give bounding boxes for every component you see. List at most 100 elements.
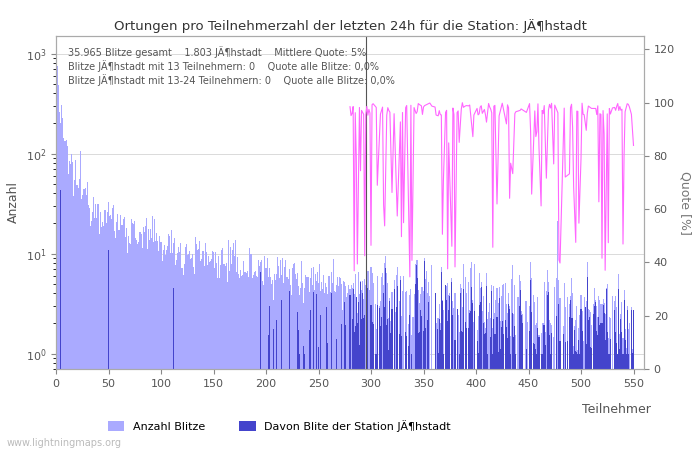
Bar [510, 336, 511, 450]
Bar [542, 354, 543, 450]
Bar [212, 252, 213, 450]
Bar [570, 300, 571, 450]
Bar [422, 287, 423, 450]
Bar [276, 274, 277, 450]
Bar [521, 311, 522, 450]
Bar [305, 274, 307, 450]
Bar [421, 287, 422, 450]
Bar [109, 216, 110, 450]
Bar [92, 212, 93, 450]
Bar [370, 305, 372, 450]
Bar [483, 296, 484, 450]
Bar [358, 272, 359, 450]
Bar [481, 282, 482, 450]
Bar [136, 240, 137, 450]
Bar [419, 332, 420, 450]
Bar [567, 341, 568, 450]
Bar [423, 291, 424, 450]
Bar [295, 274, 296, 450]
Bar [598, 297, 599, 450]
Bar [61, 105, 62, 450]
Bar [277, 256, 278, 450]
Bar [170, 253, 171, 450]
Bar [204, 243, 206, 450]
Bar [616, 343, 617, 450]
Bar [376, 354, 377, 450]
Bar [330, 272, 332, 450]
Bar [89, 208, 90, 450]
Bar [374, 304, 376, 450]
Bar [522, 323, 523, 450]
Bar [309, 310, 311, 450]
Bar [446, 300, 447, 450]
Bar [145, 226, 146, 450]
Bar [463, 264, 464, 450]
Bar [193, 267, 194, 450]
Bar [445, 285, 446, 450]
Bar [425, 328, 426, 450]
Bar [231, 265, 232, 450]
Bar [175, 266, 176, 450]
Bar [538, 337, 540, 450]
Bar [490, 338, 491, 450]
Bar [466, 292, 467, 450]
Bar [544, 282, 545, 450]
Bar [148, 229, 149, 450]
Bar [88, 205, 89, 450]
Bar [597, 335, 598, 450]
Bar [593, 314, 594, 450]
Bar [573, 354, 574, 450]
Bar [584, 307, 586, 450]
Bar [307, 277, 309, 450]
Bar [461, 331, 462, 450]
Bar [456, 309, 458, 450]
Bar [372, 283, 374, 450]
Bar [301, 261, 302, 450]
Bar [63, 138, 64, 450]
Bar [416, 260, 418, 450]
Bar [315, 274, 316, 450]
Bar [273, 300, 274, 450]
Bar [559, 341, 561, 450]
Bar [345, 325, 346, 450]
Bar [408, 324, 409, 450]
Bar [103, 226, 104, 450]
Bar [397, 286, 398, 450]
Bar [569, 317, 570, 450]
Bar [216, 263, 217, 450]
Bar [477, 316, 479, 450]
Bar [588, 320, 589, 450]
Bar [610, 318, 611, 450]
Bar [364, 279, 365, 450]
Bar [571, 278, 572, 450]
Bar [360, 282, 361, 450]
Bar [439, 319, 440, 450]
Bar [258, 260, 259, 450]
Bar [522, 315, 523, 450]
Bar [487, 354, 488, 450]
Bar [361, 290, 362, 450]
Bar [214, 268, 215, 450]
Bar [525, 301, 526, 450]
Bar [57, 85, 59, 450]
Bar [176, 260, 177, 450]
Bar [223, 264, 225, 450]
Bar [217, 278, 218, 450]
Bar [238, 274, 239, 450]
Bar [353, 284, 354, 450]
Bar [512, 265, 513, 450]
Bar [548, 292, 549, 450]
Bar [220, 265, 221, 450]
Bar [534, 302, 536, 450]
Bar [512, 313, 513, 450]
Bar [469, 313, 470, 450]
Bar [618, 289, 620, 450]
Bar [536, 323, 538, 450]
Bar [549, 335, 550, 450]
Bar [253, 275, 254, 450]
Bar [80, 198, 82, 450]
Bar [484, 322, 485, 450]
Bar [547, 295, 548, 450]
Bar [370, 267, 372, 450]
Bar [550, 354, 551, 450]
